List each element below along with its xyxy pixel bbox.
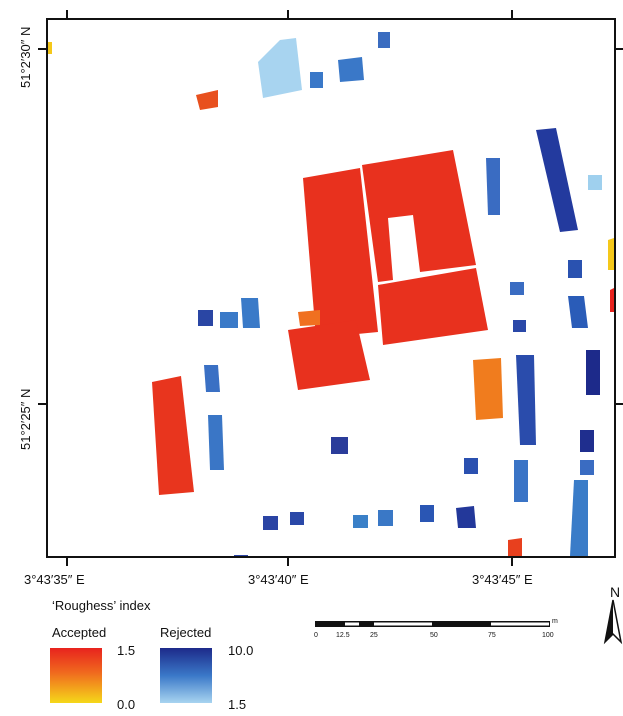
building — [338, 57, 364, 82]
building — [568, 296, 588, 328]
building — [420, 505, 434, 522]
accepted-color-ramp — [50, 648, 102, 703]
building — [486, 158, 500, 215]
building — [588, 175, 602, 190]
north-label: N — [610, 584, 621, 600]
scale-tick-12.5: 12.5 — [336, 632, 350, 639]
building — [570, 480, 588, 556]
y-label-1: 51°2′30″ N — [18, 26, 33, 88]
building — [310, 72, 323, 88]
building — [196, 90, 218, 110]
building — [473, 358, 503, 420]
building — [513, 320, 526, 332]
map-buildings — [48, 32, 614, 556]
tick-bottom-3 — [511, 556, 513, 566]
building — [152, 376, 194, 495]
building — [516, 355, 536, 445]
map-frame[interactable] — [46, 18, 616, 558]
building — [536, 128, 578, 232]
building — [331, 437, 348, 454]
building — [568, 260, 582, 278]
scale-unit: m — [552, 618, 558, 625]
building — [580, 460, 594, 475]
building — [586, 350, 600, 395]
building — [378, 510, 393, 526]
building — [608, 238, 614, 270]
x-label-2: 3°43′40″ E — [248, 572, 309, 587]
building — [290, 512, 304, 525]
scale-tick-100: 100 — [542, 632, 554, 639]
accepted-max: 1.5 — [117, 643, 136, 658]
building — [303, 168, 378, 338]
scale-tick-0: 0 — [314, 632, 318, 639]
x-label-3: 3°43′45″ E — [472, 572, 533, 587]
legend-title: ‘Roughess’ index — [52, 598, 151, 613]
building — [378, 32, 390, 48]
tick-bottom-1 — [66, 556, 68, 566]
building — [234, 555, 248, 556]
building — [580, 430, 594, 452]
rejected-color-ramp — [160, 648, 212, 703]
building — [464, 458, 478, 474]
tick-right-2 — [614, 403, 623, 405]
building — [508, 538, 522, 556]
y-label-2: 51°2′25″ N — [18, 388, 33, 450]
building — [298, 310, 320, 326]
rejected-max: 10.0 — [228, 643, 254, 658]
building — [204, 365, 220, 392]
scale-tick-50: 50 — [430, 632, 438, 639]
building — [514, 460, 528, 502]
tick-right-1 — [614, 48, 623, 50]
tick-left-1 — [38, 48, 48, 50]
legend-rejected-label: Rejected — [160, 625, 212, 640]
building — [610, 288, 614, 312]
tick-left-2 — [38, 403, 48, 405]
building — [362, 150, 476, 282]
tick-top-2 — [287, 10, 289, 20]
building — [241, 298, 260, 328]
accepted-min: 0.0 — [117, 697, 136, 712]
tick-top-1 — [66, 10, 68, 20]
building — [198, 310, 213, 326]
building — [263, 516, 278, 530]
scale-tick-25: 25 — [370, 632, 378, 639]
x-label-1: 3°43′35″ E — [24, 572, 85, 587]
building — [288, 320, 370, 390]
building — [258, 38, 302, 98]
scale-bar — [315, 621, 550, 627]
building — [48, 42, 52, 54]
north-arrow-icon — [603, 599, 623, 645]
scale-tick-75: 75 — [488, 632, 496, 639]
building — [510, 282, 524, 295]
tick-top-3 — [511, 10, 513, 20]
building — [353, 515, 368, 528]
building — [378, 268, 488, 345]
building — [220, 312, 238, 328]
legend-accepted-label: Accepted — [52, 625, 107, 640]
tick-bottom-2 — [287, 556, 289, 566]
building — [456, 506, 476, 528]
rejected-min: 1.5 — [228, 697, 247, 712]
building — [208, 415, 224, 470]
